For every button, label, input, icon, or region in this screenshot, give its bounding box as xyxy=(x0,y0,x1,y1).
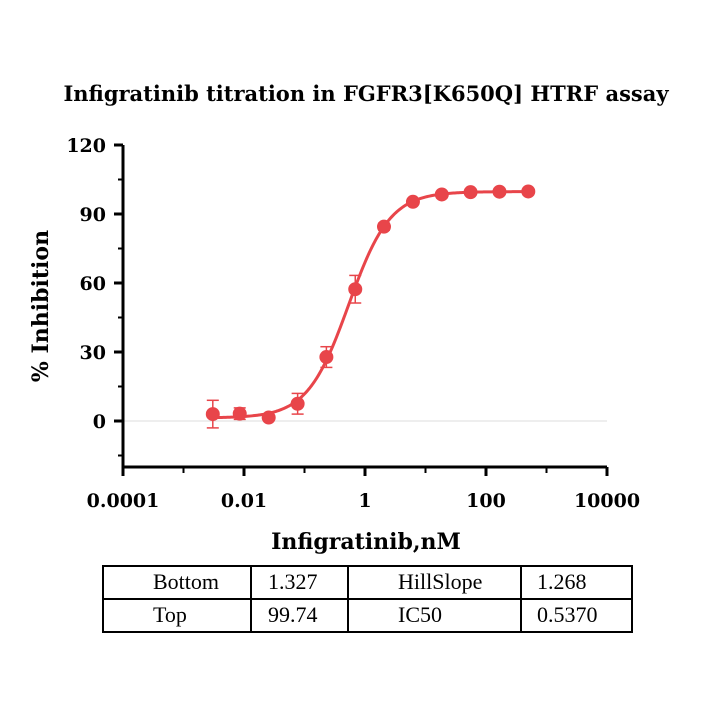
data-point xyxy=(232,406,247,421)
y-tick-label: 90 xyxy=(80,204,106,226)
table-parameter-value: 1.327 xyxy=(268,569,318,594)
y-axis-label: % Inhibition xyxy=(28,230,54,382)
data-point xyxy=(205,407,220,422)
y-tick-label: 30 xyxy=(80,342,106,364)
data-point xyxy=(463,185,478,200)
chart-title: Infigratinib titration in FGFR3[K650Q] H… xyxy=(63,81,669,106)
x-tick-label: 0.0001 xyxy=(87,490,160,512)
table-parameter-name: Top xyxy=(153,602,187,627)
x-tick-label: 10000 xyxy=(574,490,640,512)
x-tick-label: 100 xyxy=(466,490,506,512)
y-tick-label: 60 xyxy=(80,273,106,295)
table-parameter-name: IC50 xyxy=(398,602,442,627)
parameter-table: Bottom 1.327 HillSlope 1.268 Top 99.74 IC50 0.5… xyxy=(102,565,633,633)
data-point xyxy=(290,396,305,411)
data-point xyxy=(521,184,536,199)
table-parameter-name: Bottom xyxy=(153,569,219,594)
x-axis-label: Infigratinib,nM xyxy=(271,529,461,555)
x-tick-label: 0.01 xyxy=(221,490,267,512)
data-point xyxy=(492,184,507,199)
table-parameter-name: HillSlope xyxy=(398,569,482,594)
data-point xyxy=(376,219,391,234)
table-parameter-value: 1.268 xyxy=(537,569,587,594)
data-point xyxy=(261,410,276,425)
table-parameter-value: 0.5370 xyxy=(537,602,598,627)
data-point xyxy=(319,350,334,365)
y-tick-label: 120 xyxy=(66,135,106,157)
table-parameter-value: 99.74 xyxy=(268,602,318,627)
ticks-layer: 0 30 60 90 120 0.0001 0.01 1 100 10000 xyxy=(66,135,640,512)
x-tick-label: 1 xyxy=(358,490,371,512)
data-point xyxy=(434,187,449,202)
data-points-layer xyxy=(205,184,536,425)
y-tick-label: 0 xyxy=(93,411,106,433)
data-point xyxy=(348,282,363,297)
data-point xyxy=(405,194,420,209)
